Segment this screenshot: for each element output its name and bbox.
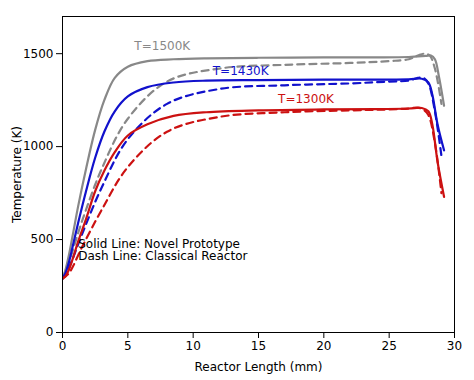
svg-text:10: 10 bbox=[186, 339, 201, 353]
svg-text:0: 0 bbox=[59, 339, 67, 353]
svg-text:30: 30 bbox=[447, 339, 462, 353]
svg-text:0: 0 bbox=[46, 325, 54, 339]
svg-text:T=1500K: T=1500K bbox=[133, 39, 191, 53]
svg-text:500: 500 bbox=[31, 232, 54, 246]
svg-text:15: 15 bbox=[251, 339, 266, 353]
svg-text:20: 20 bbox=[316, 339, 331, 353]
svg-text:T=1300K: T=1300K bbox=[277, 92, 335, 106]
svg-text:1500: 1500 bbox=[23, 47, 54, 61]
svg-text:Solid Line: Novel PrototypeDas: Solid Line: Novel PrototypeDash Line: Cl… bbox=[78, 237, 247, 263]
svg-text:1000: 1000 bbox=[23, 139, 54, 153]
svg-text:Temperature (K): Temperature (K) bbox=[10, 126, 24, 224]
svg-text:25: 25 bbox=[382, 339, 397, 353]
svg-text:Reactor Length (mm): Reactor Length (mm) bbox=[195, 360, 323, 374]
svg-text:T=1430K: T=1430K bbox=[212, 64, 270, 78]
svg-text:5: 5 bbox=[124, 339, 132, 353]
